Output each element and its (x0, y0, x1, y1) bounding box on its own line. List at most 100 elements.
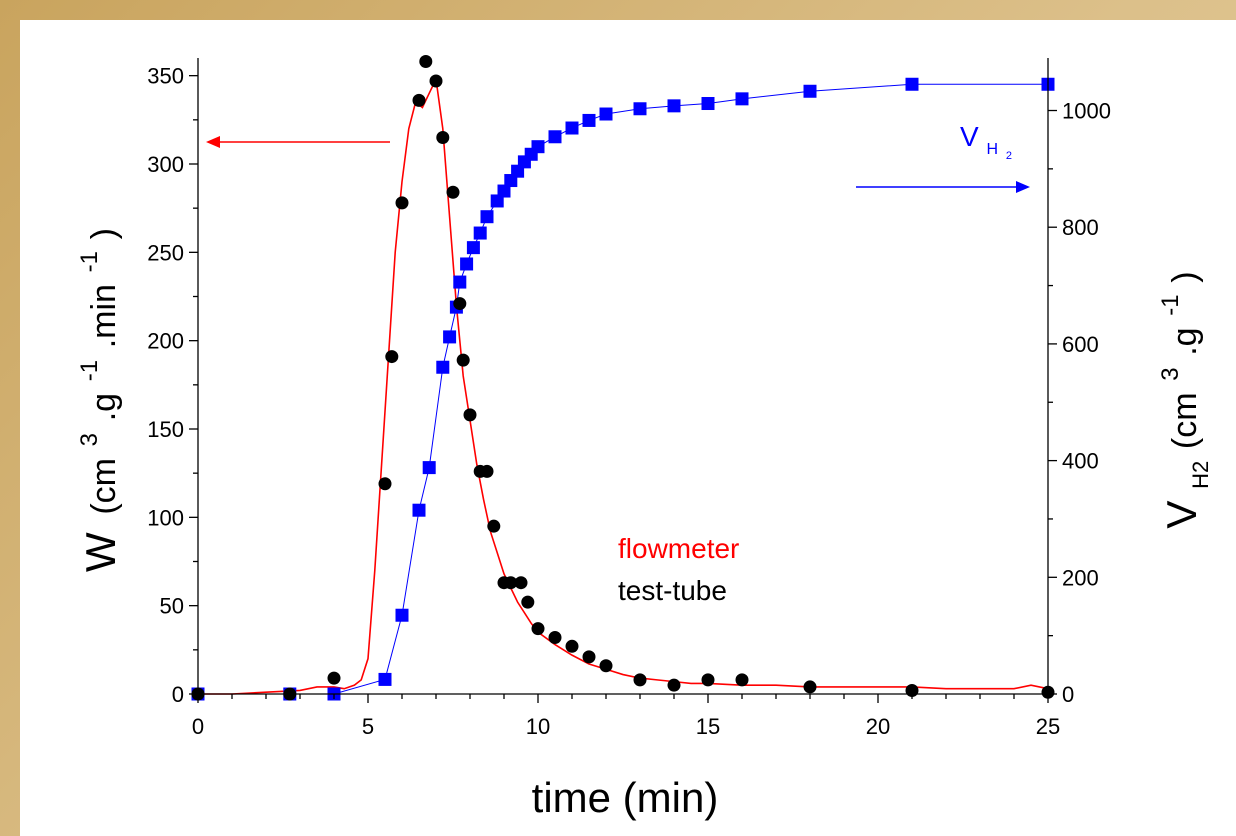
vh2-point (412, 503, 426, 517)
left-y-tick-label: 350 (147, 64, 184, 89)
left-y-label-end: ) (85, 228, 123, 239)
vh2-point (443, 330, 457, 344)
right-y-label-mid: .g (1166, 327, 1204, 355)
test-tube-point (548, 630, 562, 644)
left-y-tick-label: 0 (172, 682, 184, 707)
vh2-legend-main: V (960, 121, 979, 152)
vh2-point (490, 194, 504, 208)
vh2-point (633, 102, 647, 116)
legend-flowmeter: flowmeter (618, 533, 739, 564)
test-tube-point (633, 673, 647, 687)
vh2-point (548, 130, 562, 144)
x-tick-label: 0 (192, 714, 204, 739)
test-tube-point (582, 650, 596, 664)
axes: 0 5 10 15 20 25 0 50 100 150 200 250 300 350 0 200 400… (147, 58, 1111, 739)
right-y-ticks: 0 200 400 600 800 1000 (1048, 99, 1111, 707)
left-y-label-mid2: .min (85, 284, 123, 348)
vh2-point (565, 121, 579, 135)
vh2-legend-label: V H 2 (960, 121, 1012, 162)
test-tube-point (327, 671, 341, 685)
right-y-tick-label: 0 (1062, 682, 1074, 707)
x-tick-label: 10 (526, 714, 550, 739)
right-y-tick-label: 200 (1062, 565, 1099, 590)
test-tube-point (429, 74, 443, 88)
right-y-axis-label: V H2 (cm 3 .g -1 ) (1140, 271, 1217, 528)
left-y-tick-label: 200 (147, 329, 184, 354)
test-tube-point (419, 55, 433, 69)
left-y-label-sup1: 3 (76, 433, 103, 446)
vh2-point (480, 210, 494, 224)
test-tube-point (412, 93, 426, 107)
vh2-point (460, 257, 474, 271)
vh2-point (497, 184, 511, 198)
x-tick-label: 5 (362, 714, 374, 739)
test-tube-point (378, 477, 392, 491)
vh2-point (436, 360, 450, 374)
right-y-label-end: ) (1166, 271, 1204, 282)
left-y-label-mid: .g (85, 393, 123, 421)
test-tube-point (385, 350, 399, 364)
left-y-label-sup3: -1 (76, 251, 103, 272)
vh2-point (422, 461, 436, 475)
plot-area (191, 55, 1055, 701)
left-y-tick-label: 50 (160, 594, 184, 619)
test-tube-point (514, 576, 528, 590)
test-tube-point (395, 196, 409, 210)
test-tube-point (565, 639, 579, 653)
test-tube-point (735, 673, 749, 687)
vh2-point (378, 672, 392, 686)
test-tube-point (803, 680, 817, 694)
test-tube-point (599, 659, 613, 673)
right-y-label-main: V (1158, 501, 1205, 529)
test-tube-point (487, 519, 501, 533)
test-tube-point (701, 673, 715, 687)
vh2-point (735, 92, 749, 106)
test-tube-point (456, 353, 470, 367)
test-tube-point (463, 408, 477, 422)
flowmeter-line (198, 76, 1049, 695)
x-axis-label: time (min) (532, 774, 719, 821)
right-y-tick-label: 600 (1062, 332, 1099, 357)
test-tube-point (453, 297, 467, 311)
vh2-legend-sub: H (986, 141, 998, 158)
x-tick-label: 25 (1036, 714, 1060, 739)
vh2-point (473, 226, 487, 240)
vh2-point (905, 77, 919, 91)
test-tube-point (436, 131, 450, 144)
test-tube-point (504, 576, 518, 590)
figure-frame: 0 5 10 15 20 25 0 50 100 150 200 250 300 350 0 200 400… (20, 20, 1236, 836)
svg-text:W (cm 3: W (cm 3 .g -1 .min -1 ) (59, 228, 124, 572)
left-y-ticks: 0 50 100 150 200 250 300 350 (147, 64, 198, 707)
left-y-axis-label: W (cm 3 .g -1 .min -1 ) (59, 228, 124, 572)
right-y-tick-label: 1000 (1062, 99, 1111, 124)
vh2-point (453, 275, 467, 289)
vh2-point (395, 608, 409, 622)
test-tube-point (446, 185, 460, 199)
vh2-point (803, 84, 817, 98)
right-y-label-sup1: 3 (1157, 367, 1184, 380)
vh2-point (667, 99, 681, 113)
chart-canvas: 0 5 10 15 20 25 0 50 100 150 200 250 300 350 0 200 400… (59, 55, 1217, 821)
flowmeter-axis-arrow (206, 136, 390, 148)
svg-text:V H2 (cm: V H2 (cm 3 .g -1 ) (1140, 271, 1217, 528)
vh2-axis-arrow (856, 181, 1030, 193)
left-y-tick-label: 150 (147, 417, 184, 442)
left-y-tick-label: 300 (147, 152, 184, 177)
vh2-point (531, 140, 545, 154)
test-tube-point (531, 622, 545, 636)
left-y-tick-label: 100 (147, 505, 184, 530)
left-y-label-main: W (77, 532, 124, 572)
vh2-point (599, 107, 613, 121)
legend-test-tube: test-tube (618, 575, 727, 606)
right-y-tick-label: 800 (1062, 215, 1099, 240)
x-tick-label: 15 (696, 714, 720, 739)
left-y-tick-label: 250 (147, 240, 184, 265)
left-y-label-sup2: -1 (76, 360, 103, 381)
vh2-point (582, 113, 596, 127)
vh2-point (701, 97, 715, 111)
vh2-point (466, 241, 480, 255)
right-y-label-sup2: -1 (1157, 294, 1184, 315)
x-ticks: 0 5 10 15 20 25 (192, 694, 1060, 739)
vh2-legend-subsub: 2 (1006, 150, 1012, 162)
right-y-tick-label: 400 (1062, 449, 1099, 474)
